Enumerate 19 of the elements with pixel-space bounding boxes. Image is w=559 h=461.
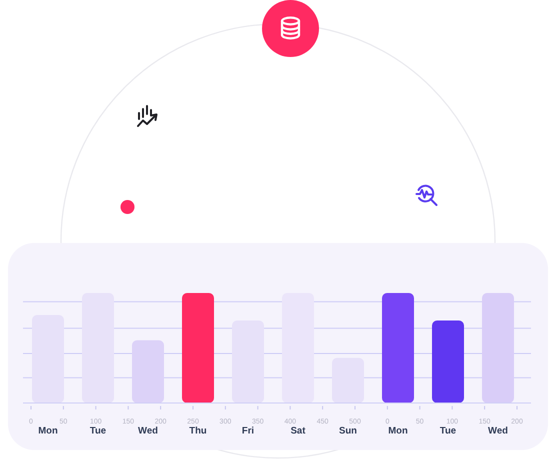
x-tick-label: Fri bbox=[242, 426, 254, 437]
x-tick-label: Thu bbox=[189, 426, 207, 437]
x-tick-label: Mon bbox=[388, 426, 408, 437]
bar bbox=[32, 315, 64, 403]
bar bbox=[282, 293, 314, 403]
bar bbox=[232, 320, 264, 403]
x-tick-label: Tue bbox=[440, 426, 456, 437]
bar bbox=[182, 293, 214, 403]
bar bbox=[432, 320, 464, 403]
x-tick-label: Wed bbox=[488, 426, 508, 437]
bar bbox=[82, 293, 114, 403]
x-tick-label: Sat bbox=[290, 426, 306, 437]
x-tick-label: Mon bbox=[38, 426, 58, 437]
bar bbox=[132, 340, 164, 403]
x-tick-label: Wed bbox=[138, 426, 158, 437]
x-tick-label: Sun bbox=[339, 426, 358, 437]
x-tick-label: Tue bbox=[90, 426, 106, 437]
bar bbox=[332, 358, 364, 403]
bar bbox=[382, 293, 414, 403]
